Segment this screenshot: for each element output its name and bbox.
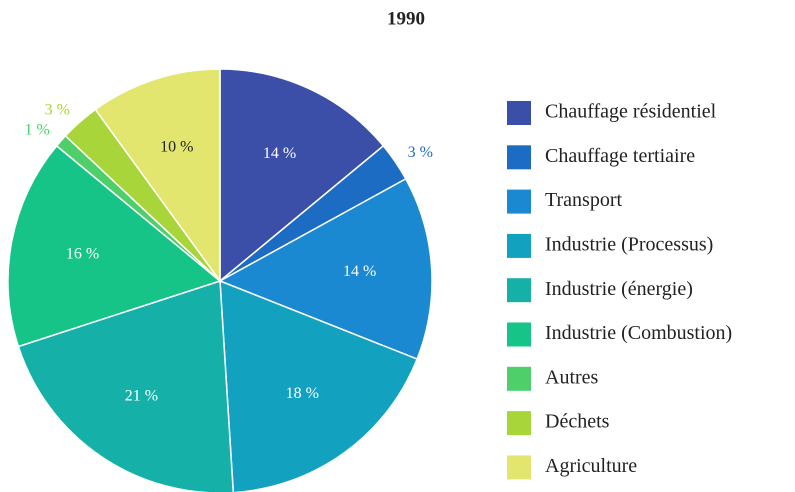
legend-swatch xyxy=(507,278,531,303)
legend-label: Industrie (énergie) xyxy=(545,278,693,300)
pie-slice xyxy=(218,177,433,361)
slice-label: 3 % xyxy=(408,144,433,161)
chart-title: 1990 xyxy=(387,8,425,29)
legend-swatch xyxy=(507,322,531,347)
slice-label: 18 % xyxy=(286,385,319,402)
legend-swatch xyxy=(507,189,531,214)
slice-label: 10 % xyxy=(160,139,193,156)
legend-label: Agriculture xyxy=(545,455,637,477)
slice-label: 16 % xyxy=(66,245,99,262)
legend-swatch xyxy=(507,145,531,170)
pie-slice xyxy=(94,68,221,284)
legend-label: Chauffage résidentiel xyxy=(545,101,717,123)
slice-label: 21 % xyxy=(125,387,158,404)
legend-swatch xyxy=(507,411,531,436)
legend-label: Industrie (Processus) xyxy=(545,233,713,255)
legend-label: Industrie (Combustion) xyxy=(545,322,732,344)
slice-label: 14 % xyxy=(263,145,296,162)
pie-slice xyxy=(17,279,235,492)
legend-label: Chauffage tertiaire xyxy=(545,145,695,167)
legend-swatch xyxy=(507,101,531,125)
legend-swatch xyxy=(507,233,531,258)
slice-label: 3 % xyxy=(45,102,70,119)
legend-label: Transport xyxy=(545,189,622,211)
pie-slice xyxy=(219,279,419,492)
legend-swatch xyxy=(507,366,531,391)
slice-label: 14 % xyxy=(343,263,376,280)
legend-label: Déchets xyxy=(545,411,610,433)
pie-slice xyxy=(7,144,222,348)
pie-slice xyxy=(219,68,385,283)
legend-swatch xyxy=(507,455,531,480)
legend-label: Autres xyxy=(545,366,599,388)
slice-label: 1 % xyxy=(25,122,50,139)
